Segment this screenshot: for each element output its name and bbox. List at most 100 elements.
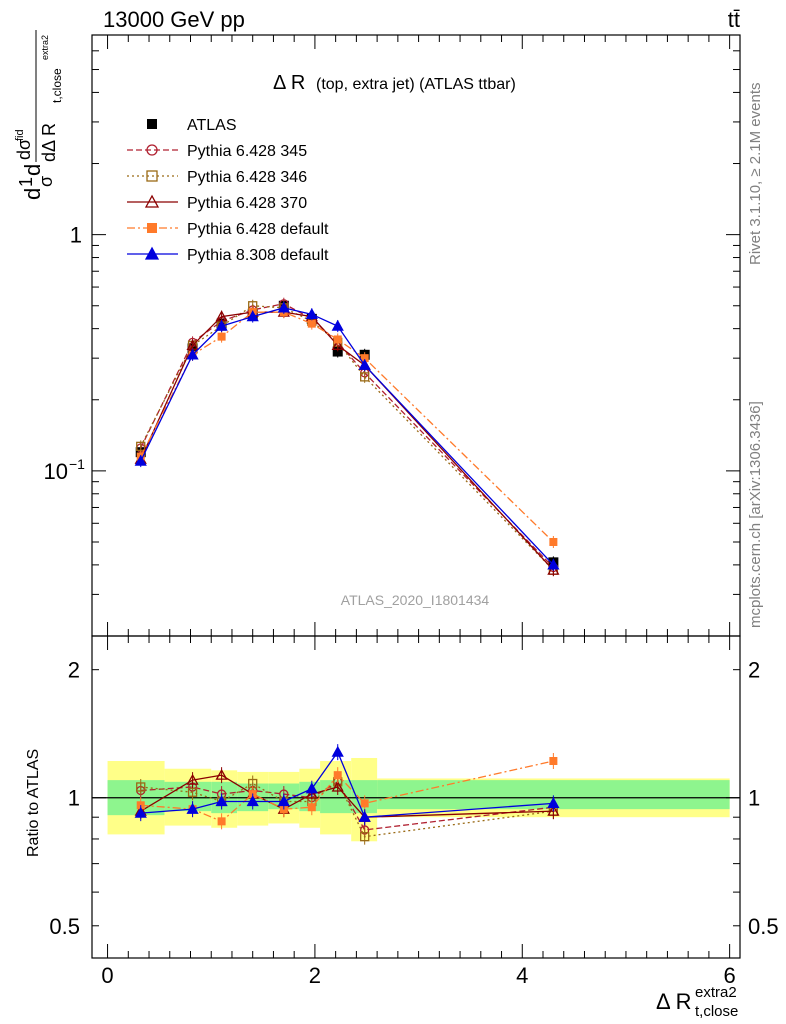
ratio-point-point-6 [331,780,344,792]
ylabel-d2: d [20,164,45,176]
ratio-ytick-label-right: 1 [748,786,760,811]
series-2 [136,299,559,577]
xlabel-sup: extra2 [695,984,737,1001]
ratio-point-point-3 [246,795,259,807]
ratio-point-point-2 [217,817,226,826]
ratio-ytick-label-left: 2 [68,658,80,683]
ratio-point-point-1 [187,787,198,797]
ratio-point-point-4 [277,795,290,807]
chart-title-detail: (top, extra jet) (ATLAS ttbar) [316,76,516,93]
ratio-point-point-6 [331,745,344,757]
ratio-point-point-0 [134,806,147,818]
stat-uncertainty-band [351,780,378,814]
main-ytick-label: 1 [70,223,82,248]
data-point-point-6 [333,335,342,344]
data-point-point-8 [547,563,560,575]
legend-marker-point-4 [147,223,157,233]
rivet-version-label: Rivet 3.1.10, ≥ 2.1M events [747,83,764,266]
ylabel-sigma: σ [36,176,56,187]
ylabel-one: 1 [16,177,36,187]
ylabel-dsigma: dσ [14,139,34,160]
ratio-ylabel-text: Ratio to ATLAS [25,749,42,857]
ratio-ytick-label-left: 1 [68,786,80,811]
ratio-point-point-7 [360,832,370,842]
legend-item: Pythia 6.428 346 [127,169,307,186]
data-point-point-0 [134,454,147,466]
ratio-point-point-7 [358,810,371,822]
legend-item: Pythia 8.308 default [127,246,329,264]
legend-label: Pythia 6.428 345 [187,143,307,160]
xtick-label: 2 [309,963,321,988]
ratio-point-point-0 [136,782,146,792]
ratio-point-point-7 [360,799,369,808]
legend-label: Pythia 6.428 370 [187,195,307,212]
main-ytick-exponent: −1 [69,456,85,472]
legend-marker-point-5 [144,246,160,260]
data-point-point-2 [215,319,228,331]
xtick-label: 0 [101,963,113,988]
ratio-point-point-2 [215,768,228,780]
series-5 [134,301,560,571]
ylabel-d: d [20,188,45,200]
legend-label: Pythia 8.308 default [187,247,329,264]
xtick-label: 6 [724,963,736,988]
xtick-label: 4 [516,963,528,988]
data-point-point-5 [305,307,318,319]
ylabel-fid: fid [14,129,26,141]
data-point-point-6 [332,346,343,357]
legend-marker-point-0 [147,119,157,129]
data-point-point-6 [331,338,344,350]
data-point-point-4 [277,301,290,313]
ratio-point-point-8 [547,797,560,809]
legend-label: ATLAS [187,117,237,134]
ratio-point-point-5 [305,787,318,799]
data-point-point-7 [360,372,370,382]
xlabel-main: Δ R [656,989,691,1014]
ylabel-sub: t,close [50,68,64,103]
series-line [140,303,554,568]
data-point-point-7 [358,358,371,370]
ratio-y-axis-label: Ratio to ATLAS [25,749,42,857]
legend-label: Pythia 6.428 default [187,221,329,238]
series-line [140,311,554,543]
data-point-point-6 [331,319,344,331]
data-point-point-7 [360,354,369,363]
data-point-point-0 [136,441,146,452]
ratio-ytick-label-left: 0.5 [49,914,80,939]
ratio-point-point-8 [549,756,558,765]
data-point-point-1 [186,348,199,360]
data-point-point-5 [307,319,316,328]
ylabel-ddr: dΔ R [39,123,59,162]
legend-item: Pythia 6.428 345 [127,143,307,160]
legend: ATLAS Pythia 6.428 345 Pythia 6.428 346 Pyt… [127,117,329,264]
data-point-point-2 [217,332,226,341]
mcplots-label: mcplots.cern.ch [arXiv:1306.3436] [747,401,764,628]
legend-item: ATLAS [147,117,237,134]
ratio-point-point-5 [305,782,318,794]
series-line [140,311,554,571]
xlabel-sub: t,close [695,1003,738,1020]
process-label: tt̄ [728,7,740,32]
ratio-point-point-1 [186,773,199,785]
ratio-ytick-label-right: 0.5 [748,914,779,939]
data-point-point-8 [549,537,558,546]
legend-item: Pythia 6.428 370 [127,194,307,212]
legend-marker-point-2 [146,170,158,182]
chart-title-main: Δ R [273,72,305,94]
ratio-series-4 [134,744,560,826]
plot-frame [91,635,741,959]
ratio-point-point-1 [186,802,199,814]
analysis-watermark: ATLAS_2020_I1801434 [341,592,490,608]
ratio-ytick-label-right: 2 [748,658,760,683]
legend-marker-point-3 [144,194,160,208]
ylabel-sup: extra2 [40,35,50,60]
beam-label: 13000 GeV pp [103,7,245,32]
ratio-point-point-8 [547,804,560,816]
series-4 [136,306,558,548]
ratio-series-line [140,780,554,838]
ratio-point-point-6 [333,771,342,780]
data-point-point-3 [246,310,259,322]
